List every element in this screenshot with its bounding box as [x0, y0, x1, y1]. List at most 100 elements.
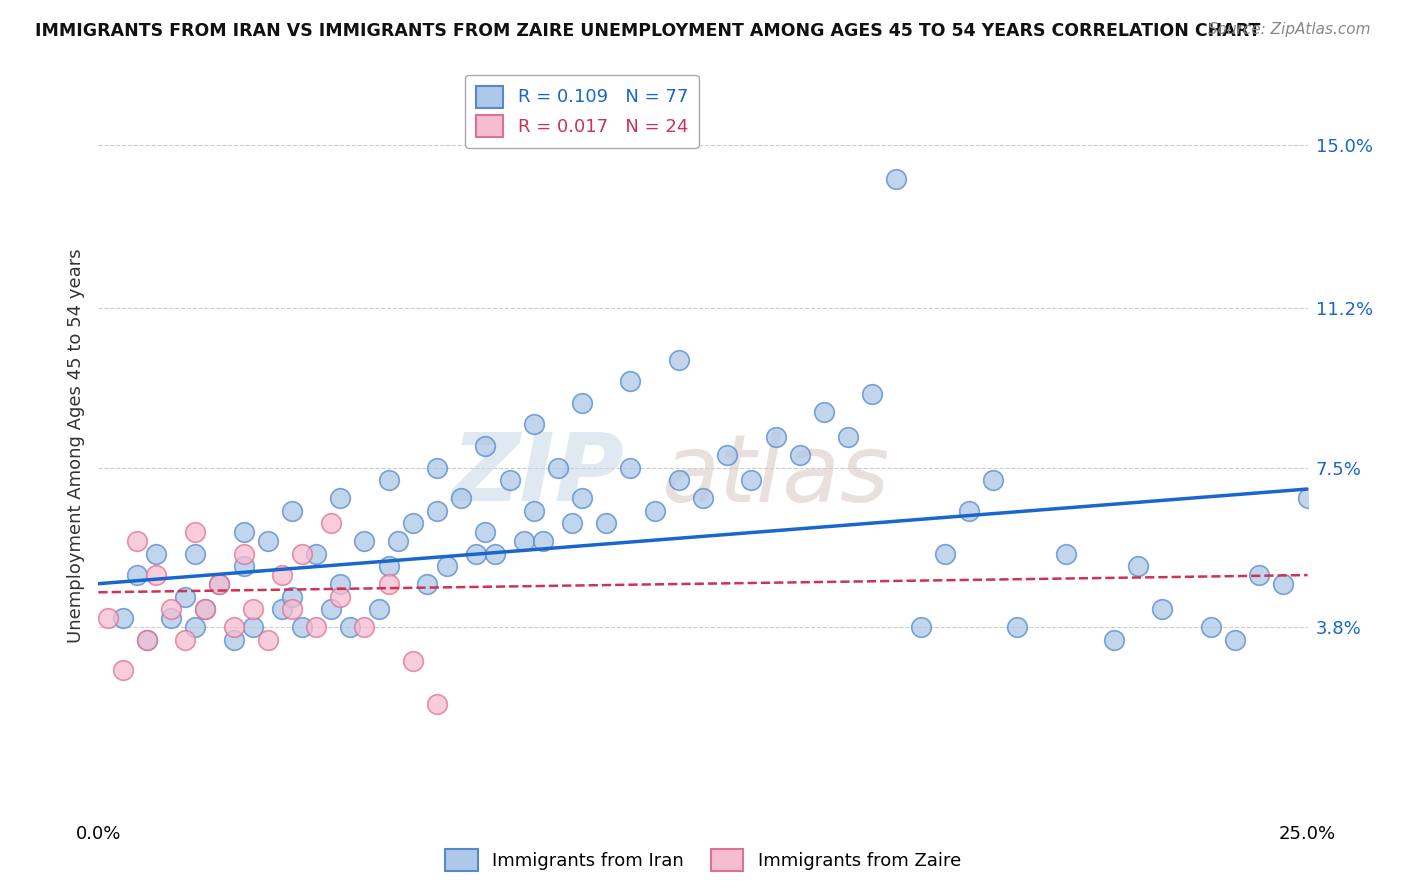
Point: [97, 611, 120, 625]
Point: [329, 590, 352, 604]
Point: [957, 503, 980, 517]
Point: [242, 602, 264, 616]
Point: [1199, 620, 1222, 634]
Point: [1249, 568, 1271, 582]
Point: [571, 491, 593, 505]
Point: [290, 547, 312, 561]
Point: [619, 375, 641, 389]
Point: [402, 516, 425, 531]
Point: [329, 576, 352, 591]
Text: IMMIGRANTS FROM IRAN VS IMMIGRANTS FROM ZAIRE UNEMPLOYMENT AMONG AGES 45 TO 54 Y: IMMIGRANTS FROM IRAN VS IMMIGRANTS FROM …: [35, 22, 1261, 40]
Point: [789, 448, 811, 462]
Point: [194, 602, 217, 616]
Point: [145, 547, 167, 561]
Point: [281, 503, 304, 517]
Point: [232, 547, 254, 561]
Point: [271, 602, 294, 616]
Point: [387, 533, 409, 548]
Point: [547, 460, 569, 475]
Point: [305, 620, 328, 634]
Point: [160, 611, 183, 625]
Point: [232, 559, 254, 574]
Point: [692, 491, 714, 505]
Point: [426, 460, 449, 475]
Point: [910, 620, 932, 634]
Point: [174, 632, 197, 647]
Point: [271, 568, 294, 582]
Point: [127, 568, 149, 582]
Point: [571, 396, 593, 410]
Point: [531, 533, 554, 548]
Point: [513, 533, 536, 548]
Point: [339, 620, 361, 634]
Point: [1152, 602, 1174, 616]
Point: [1007, 620, 1029, 634]
Point: [208, 576, 231, 591]
Point: [498, 474, 520, 488]
Point: [450, 491, 472, 505]
Point: [208, 576, 231, 591]
Point: [474, 524, 496, 539]
Point: [290, 620, 312, 634]
Point: [837, 430, 859, 444]
Point: [426, 503, 449, 517]
Point: [256, 632, 278, 647]
Point: [860, 387, 883, 401]
Point: [474, 439, 496, 453]
Text: ZIP: ZIP: [451, 429, 624, 521]
Point: [242, 620, 264, 634]
Point: [484, 547, 506, 561]
Point: [416, 576, 439, 591]
Point: [319, 602, 342, 616]
Point: [595, 516, 617, 531]
Point: [184, 524, 207, 539]
Point: [886, 172, 908, 186]
Point: [111, 611, 134, 625]
Point: [194, 602, 217, 616]
Text: Source: ZipAtlas.com: Source: ZipAtlas.com: [1208, 22, 1371, 37]
Point: [135, 632, 157, 647]
Point: [668, 474, 690, 488]
Point: [184, 547, 207, 561]
Point: [668, 353, 690, 368]
Point: [1272, 576, 1295, 591]
Point: [644, 503, 666, 517]
Y-axis label: Unemployment Among Ages 45 to 54 years: Unemployment Among Ages 45 to 54 years: [66, 249, 84, 643]
Point: [1054, 547, 1077, 561]
Point: [135, 632, 157, 647]
Point: [740, 474, 762, 488]
Point: [523, 417, 546, 432]
Point: [281, 590, 304, 604]
Point: [1223, 632, 1246, 647]
Point: [523, 503, 546, 517]
Point: [981, 474, 1004, 488]
Text: atlas: atlas: [661, 430, 890, 521]
Point: [127, 533, 149, 548]
Point: [377, 474, 399, 488]
Point: [222, 632, 245, 647]
Point: [716, 448, 738, 462]
Point: [813, 404, 835, 418]
Point: [353, 620, 375, 634]
Legend: Immigrants from Iran, Immigrants from Zaire: Immigrants from Iran, Immigrants from Za…: [437, 842, 969, 879]
Point: [1128, 559, 1150, 574]
Point: [765, 430, 787, 444]
Point: [174, 590, 197, 604]
Point: [561, 516, 583, 531]
Point: [281, 602, 304, 616]
Point: [619, 460, 641, 475]
Point: [256, 533, 278, 548]
Point: [377, 576, 399, 591]
Point: [111, 663, 134, 677]
Point: [160, 602, 183, 616]
Point: [232, 524, 254, 539]
Point: [329, 491, 352, 505]
Point: [377, 559, 399, 574]
Point: [1296, 491, 1319, 505]
Point: [1102, 632, 1125, 647]
Point: [934, 547, 956, 561]
Point: [353, 533, 375, 548]
Point: [464, 547, 486, 561]
Point: [305, 547, 328, 561]
Point: [222, 620, 245, 634]
